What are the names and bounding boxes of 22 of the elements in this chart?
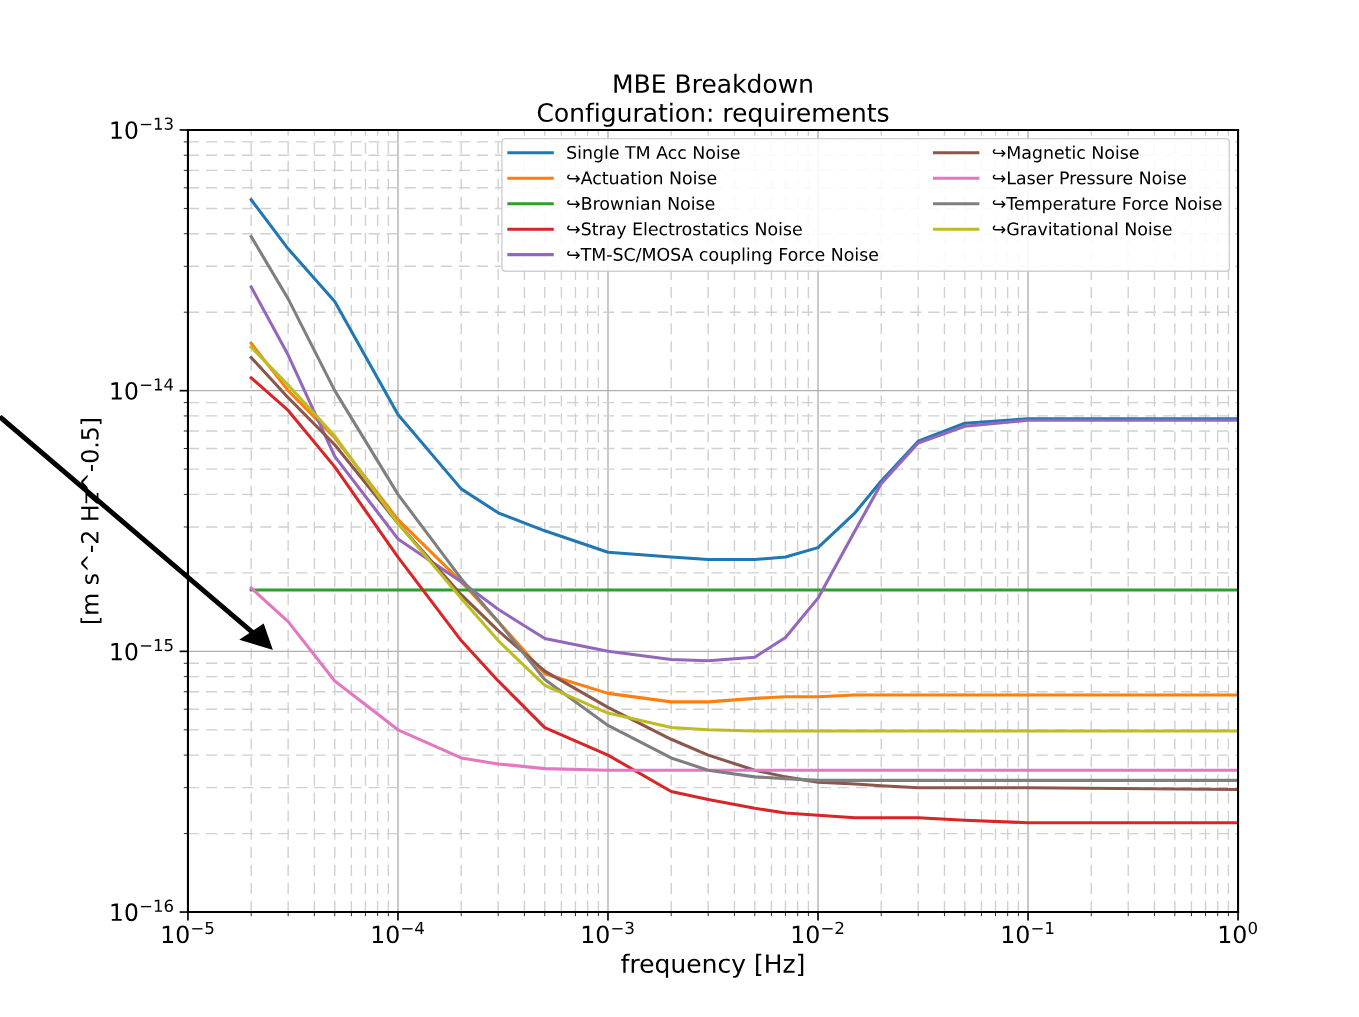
x-tick-label: 10$^{−2}$ — [792, 921, 844, 944]
x-tick-label: 10$^{−3}$ — [582, 921, 634, 944]
x-tick-label: 10$^{−4}$ — [372, 921, 424, 944]
y-tick-label: 10$^{−13}$ — [111, 117, 173, 140]
chart-title: MBE Breakdown Configuration: requirements — [537, 73, 889, 127]
legend-label: ↪Laser Pressure Noise — [992, 171, 1186, 185]
x-tick-label: 10$^{−5}$ — [162, 921, 214, 944]
y-axis-title: [m s^-2 Hz^-0.5] — [80, 419, 102, 624]
legend-label: ↪Temperature Force Noise — [992, 196, 1222, 214]
legend-label: ↪Brownian Noise — [567, 196, 715, 210]
x-tick-label: 10$^{0}$ — [1219, 921, 1257, 944]
y-tick-label: 10$^{−16}$ — [111, 899, 173, 922]
legend-label: Single TM Acc Noise — [567, 145, 740, 163]
legend-label: ↪Gravitational Noise — [992, 222, 1172, 236]
legend-label: ↪Magnetic Noise — [992, 145, 1139, 163]
y-tick-label: 10$^{−14}$ — [111, 378, 174, 400]
legend-label: ↪Actuation Noise — [567, 171, 717, 185]
y-tick-label: 10$^{−15}$ — [111, 639, 173, 661]
x-tick-label: 10$^{−1}$ — [1002, 921, 1054, 944]
legend-label: ↪Stray Electrostatics Noise — [567, 222, 802, 239]
legend-label: ↪TM-SC/MOSA coupling Force Noise — [567, 247, 878, 265]
x-axis-title: frequency [Hz] — [621, 953, 804, 978]
